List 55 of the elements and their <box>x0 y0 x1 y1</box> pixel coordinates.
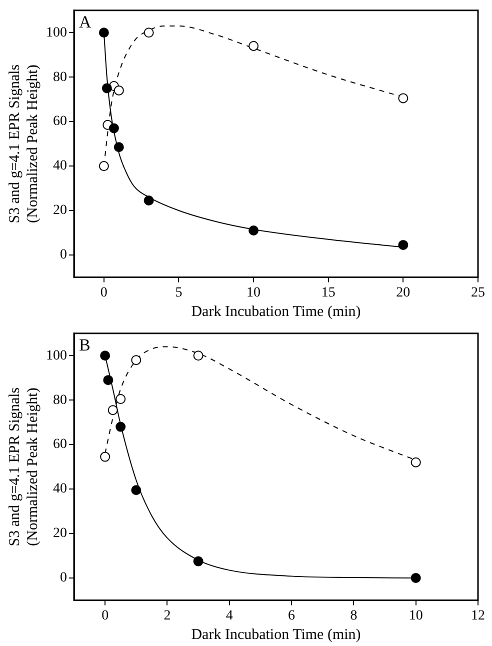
point <box>116 422 126 432</box>
y-tick-label: 80 <box>53 392 67 408</box>
x-tick-label: 0 <box>102 608 109 624</box>
point <box>102 83 112 94</box>
point <box>193 556 204 566</box>
point <box>410 457 421 468</box>
y-tick-label: 60 <box>53 114 67 130</box>
x-tick-label: 12 <box>471 608 485 624</box>
y-tick-label: 100 <box>46 25 67 40</box>
point <box>114 142 124 152</box>
point <box>144 28 154 38</box>
y-tick-label: 0 <box>60 248 67 263</box>
y-tick-label: 0 <box>60 570 67 586</box>
y-axis-title: S3 and g=4.1 EPR Signals (Normalized Peak Height) <box>6 387 41 546</box>
point <box>131 355 142 366</box>
x-tick-label: 2 <box>164 608 171 624</box>
point <box>114 85 124 96</box>
point <box>248 40 259 51</box>
annotation: B <box>79 335 90 354</box>
y-tick-label: 20 <box>53 526 67 542</box>
x-tick-label: 25 <box>471 285 485 300</box>
point <box>193 350 204 361</box>
point <box>108 123 119 134</box>
y-tick-label: 60 <box>53 437 67 452</box>
y-axis-title: S3 and g=4.1 EPR Signals (Normalized Peak Height) <box>6 64 41 224</box>
point <box>108 405 118 416</box>
point <box>410 572 421 583</box>
x-axis-title: Dark Incubation Time (min) <box>191 304 361 320</box>
x-tick-label: 4 <box>226 608 233 624</box>
point <box>98 28 109 38</box>
x-tick-label: 20 <box>396 285 410 300</box>
x-tick-label: 5 <box>175 285 182 300</box>
annotation: A <box>79 12 92 32</box>
y-tick-label: 20 <box>53 203 67 218</box>
point <box>98 161 109 172</box>
x-tick-label: 10 <box>246 285 261 300</box>
point <box>248 226 259 236</box>
point <box>100 452 110 462</box>
point <box>398 93 408 104</box>
x-tick-label: 6 <box>288 608 296 624</box>
y-tick-label: 40 <box>53 482 67 497</box>
x-tick-label: 10 <box>408 608 423 624</box>
point <box>103 375 114 386</box>
point <box>131 485 142 496</box>
y-tick-label: 40 <box>53 158 67 174</box>
point <box>398 240 408 250</box>
point <box>116 394 126 404</box>
x-tick-label: 15 <box>321 285 336 300</box>
y-tick-label: 100 <box>46 348 67 364</box>
x-axis-title: Dark Incubation Time (min) <box>191 626 361 643</box>
x-tick-label: 8 <box>350 608 358 624</box>
y-tick-label: 80 <box>53 70 67 85</box>
point <box>144 195 154 206</box>
point <box>100 350 110 361</box>
x-tick-label: 0 <box>100 285 108 300</box>
